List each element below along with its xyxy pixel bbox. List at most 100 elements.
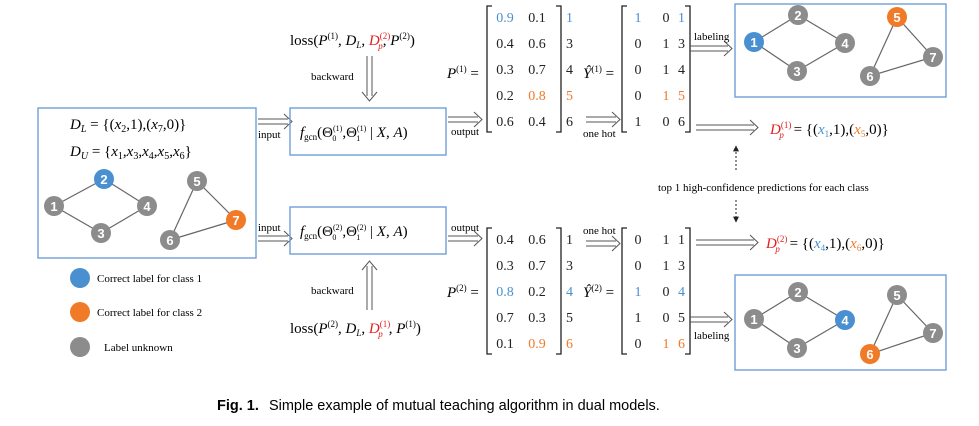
- input-label-top: input: [258, 129, 281, 141]
- matrix-bracket-right: [556, 5, 562, 133]
- matrix-cell: 0.1: [528, 11, 546, 26]
- graph-node-6: [860, 66, 880, 86]
- graph-node-7: [923, 47, 943, 67]
- caption-label: Fig. 1.: [217, 398, 259, 414]
- graph-node-label: 7: [929, 50, 936, 65]
- graph-node-label: 3: [793, 64, 800, 79]
- matrix-cell: 1: [663, 337, 670, 352]
- matrix-bracket-left: [621, 5, 627, 133]
- graph-node-label: 5: [893, 288, 900, 303]
- graph-node-label: 3: [793, 341, 800, 356]
- graph-node-label: 7: [232, 213, 239, 228]
- matrix-cell: 0: [635, 89, 642, 104]
- y1-label: Ŷ(1) =: [583, 64, 614, 82]
- matrix-cell: 0.9: [496, 11, 514, 26]
- graph-node-1: [744, 32, 764, 52]
- graph-node-label: 1: [750, 35, 757, 50]
- matrix-cell: 0.2: [496, 89, 514, 104]
- output-arrow-top: [448, 111, 483, 128]
- graph-node-5: [187, 171, 207, 191]
- p1-matrix: 0.9 0.1 1 0.4 0.6 3 0.3 0.7 4 0.2 0.8 5 0.6 0.4 6: [486, 5, 573, 133]
- matrix-cell: 4: [678, 63, 685, 78]
- matrix-cell: 6: [566, 337, 573, 352]
- model2-loss: loss(P(2), DL, D(1) p, P(1)): [290, 319, 421, 339]
- model2-result-graph: 1 2 3 4 5 6 7: [744, 282, 943, 364]
- matrix-cell: 4: [566, 285, 573, 300]
- legend-unknown-swatch: [70, 337, 90, 357]
- model1-result-graph: 1 2 3 4 5 6 7: [744, 5, 943, 86]
- matrix-cell: 0.7: [528, 259, 546, 274]
- matrix-cell: 1: [663, 259, 670, 274]
- unlabeled-set-du: DU = {x1,x3,x4,x5,x6}: [69, 144, 192, 162]
- backward-label-top: backward: [311, 71, 354, 83]
- matrix-cell: 3: [678, 37, 685, 52]
- graph-node-label: 5: [193, 174, 200, 189]
- graph-node-label: 7: [929, 326, 936, 341]
- matrix-cell: 0.3: [496, 259, 514, 274]
- graph-node-3: [91, 223, 111, 243]
- matrix-cell: 3: [678, 259, 685, 274]
- matrix-cell: 0: [663, 11, 670, 26]
- input-arrow-bottom: [258, 230, 293, 247]
- output-label-top: output: [451, 126, 479, 138]
- matrix-cell: 1: [635, 311, 642, 326]
- backward-arrow-top: [361, 56, 378, 102]
- graph-edge: [869, 332, 934, 355]
- matrix-cell: 0.9: [528, 337, 546, 352]
- input-graph-box: [37, 107, 257, 259]
- matrix-cell: 0.4: [496, 233, 514, 248]
- matrix-cell: 0: [635, 37, 642, 52]
- graph-node-1: [44, 196, 64, 216]
- matrix-cell: 5: [678, 311, 685, 326]
- labeling-label-bottom: labeling: [694, 330, 730, 342]
- model1-gcn-function: fgcn(Θ(1) 0 ,Θ(1) 1 | X, A): [300, 124, 408, 143]
- graph-node-label: 1: [750, 312, 757, 327]
- model2-gcn-box: [289, 206, 447, 255]
- matrix-bracket-left: [486, 5, 492, 133]
- matrix-cell: 1: [635, 115, 642, 130]
- graph-node-label: 2: [100, 172, 107, 187]
- matrix-cell: 1: [663, 37, 670, 52]
- matrix-bracket-left: [486, 227, 492, 355]
- y2-label: Ŷ(2) =: [583, 283, 614, 301]
- dp1-set: D(1) p = {(x1,1),(x5,0)}: [769, 120, 889, 140]
- matrix-cell: 3: [566, 37, 573, 52]
- one-hot-arrow-top: [586, 111, 621, 128]
- graph-node-label: 1: [50, 199, 57, 214]
- p1-label: P(1) =: [446, 64, 479, 82]
- figure-caption: Fig. 1. Simple example of mutual teachin…: [217, 398, 660, 414]
- matrix-cell: 1: [566, 233, 573, 248]
- graph-node-2: [788, 5, 808, 25]
- matrix-cell: 0.1: [496, 337, 514, 352]
- matrix-cell: 6: [678, 115, 685, 130]
- graph-node-4: [835, 310, 855, 330]
- matrix-cell: 0.7: [496, 311, 514, 326]
- matrix-cell: 0.3: [528, 311, 546, 326]
- matrix-cell: 0.6: [496, 115, 514, 130]
- matrix-cell: 5: [566, 311, 573, 326]
- graph-node-4: [137, 196, 157, 216]
- graph-edge: [869, 294, 898, 355]
- graph-node-label: 6: [866, 347, 873, 362]
- model2-result-box: [734, 274, 947, 371]
- legend-class2-swatch: [70, 302, 90, 322]
- graph-node-3: [787, 61, 807, 81]
- graph-node-label: 6: [166, 233, 173, 248]
- matrix-cell: 6: [678, 337, 685, 352]
- labeling-arrow-top: [690, 40, 733, 57]
- matrix-cell: 0.7: [528, 63, 546, 78]
- dp1-arrow: [696, 119, 759, 136]
- model2-gcn-function: fgcn(Θ(2) 0 ,Θ(2) 1 | X, A): [300, 223, 408, 242]
- matrix-cell: 3: [566, 259, 573, 274]
- graph-node-1: [744, 309, 764, 329]
- graph-node-6: [860, 344, 880, 364]
- model1-gcn-box: [289, 107, 447, 156]
- dp2-set: D(2) p = {(x4,1),(x6,0)}: [765, 234, 885, 254]
- p2-matrix: 0.4 0.6 1 0.3 0.7 3 0.8 0.2 4 0.7 0.3 5 0.1 0.9 6: [486, 227, 573, 355]
- graph-node-label: 4: [143, 199, 151, 214]
- one-hot-label-bottom: one hot: [583, 225, 616, 237]
- graph-node-4: [835, 33, 855, 53]
- matrix-cell: 6: [566, 115, 573, 130]
